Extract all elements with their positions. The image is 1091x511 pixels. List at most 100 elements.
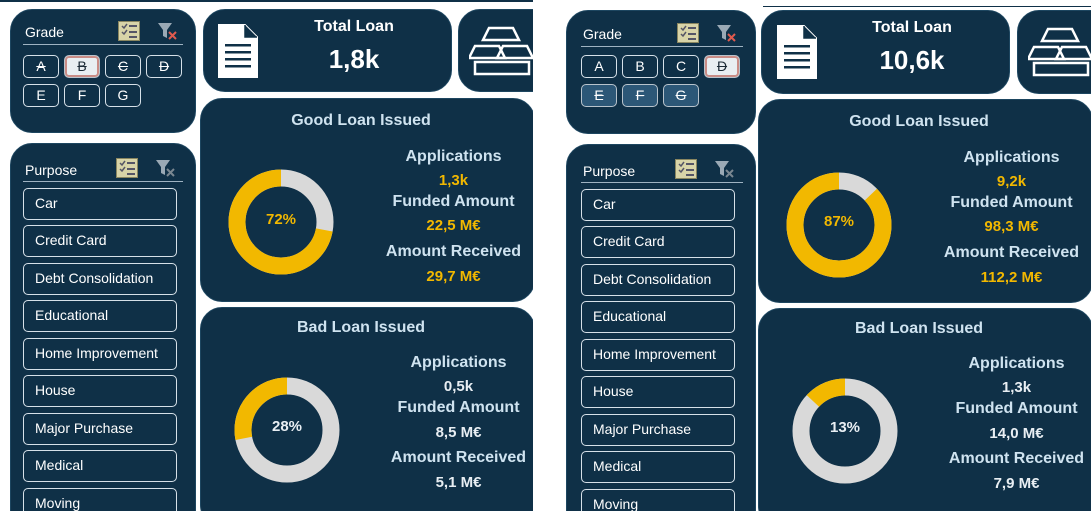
- gold-card: [1017, 10, 1091, 94]
- amount-received-value: 29,7 M€: [426, 268, 481, 285]
- donut-value-arc: [228, 169, 334, 275]
- multi-select-icon[interactable]: [116, 158, 138, 178]
- purpose-slicer: Purpose Car Credit Card Debt Consolidati…: [566, 144, 756, 511]
- grade-slicer: Grade A B C D E F G: [10, 9, 196, 133]
- purpose-medical[interactable]: Medical: [23, 450, 177, 482]
- applications-label: Applications: [410, 354, 507, 371]
- amount-received-label: Amount Received: [385, 243, 522, 260]
- purpose-house[interactable]: House: [23, 375, 177, 407]
- purpose-home-improvement[interactable]: Home Improvement: [23, 338, 177, 370]
- good-loan-title: Good Loan Issued: [291, 112, 431, 129]
- gold-bars-icon: [1025, 25, 1091, 86]
- bad-loan-percent: 13%: [829, 419, 861, 436]
- grade-B[interactable]: B: [64, 55, 100, 78]
- bad-loan-title: Bad Loan Issued: [296, 319, 426, 336]
- grade-G[interactable]: G: [663, 84, 699, 107]
- slicer-divider: [581, 46, 743, 47]
- purpose-major-purchase[interactable]: Major Purchase: [581, 414, 735, 446]
- grade-D[interactable]: D: [146, 55, 182, 78]
- good-loan-percent: 87%: [823, 213, 855, 230]
- good-loan-card: Good Loan Issued 87% Applications 9,2k F…: [758, 99, 1091, 303]
- applications-label: Applications: [405, 148, 502, 165]
- applications-label: Applications: [968, 355, 1065, 372]
- purpose-debt-consolidation[interactable]: Debt Consolidation: [23, 263, 177, 295]
- purpose-major-purchase[interactable]: Major Purchase: [23, 413, 177, 445]
- dashboard-left: Grade A B C D E F G Purpose Car Credit C…: [0, 0, 533, 511]
- purpose-slicer-title: Purpose: [583, 163, 636, 179]
- applications-value: 0,5k: [443, 378, 474, 395]
- clear-filter-icon[interactable]: [713, 159, 735, 179]
- good-loan-donut: [786, 172, 892, 278]
- purpose-slicer: Purpose Car Credit Card Debt Consolidati…: [10, 143, 196, 511]
- applications-value: 9,2k: [996, 173, 1027, 190]
- grade-slicer-title: Grade: [25, 24, 64, 40]
- donut-value-arc: [792, 378, 898, 484]
- purpose-car[interactable]: Car: [581, 189, 735, 221]
- bad-loan-card: Bad Loan Issued 28% Applications 0,5k Fu…: [200, 307, 533, 511]
- dashboard-right: Grade A B C D E F G Purpose Car Credit C…: [558, 0, 1091, 511]
- amount-received-value: 112,2 M€: [980, 269, 1043, 286]
- amount-received-label: Amount Received: [390, 449, 527, 466]
- amount-received-value: 5,1 M€: [435, 474, 482, 491]
- clear-filter-icon[interactable]: [154, 158, 176, 178]
- grade-E[interactable]: E: [23, 84, 59, 107]
- grade-F[interactable]: F: [64, 84, 100, 107]
- bad-loan-donut: [792, 378, 898, 484]
- good-loan-donut: [228, 169, 334, 275]
- purpose-moving[interactable]: Moving: [23, 488, 177, 511]
- multi-select-icon[interactable]: [675, 159, 697, 179]
- grade-A[interactable]: A: [581, 55, 617, 78]
- grade-A[interactable]: A: [23, 55, 59, 78]
- purpose-debt-consolidation[interactable]: Debt Consolidation: [581, 264, 735, 296]
- applications-label: Applications: [963, 149, 1060, 166]
- multi-select-icon[interactable]: [118, 21, 140, 41]
- purpose-moving[interactable]: Moving: [581, 489, 735, 511]
- bad-loan-percent: 28%: [271, 418, 303, 435]
- slicer-divider: [581, 182, 743, 183]
- funded-amount-value: 98,3 M€: [984, 218, 1039, 235]
- donut-value-arc: [234, 377, 340, 483]
- good-loan-title: Good Loan Issued: [849, 113, 989, 130]
- total-loan-value: 1,8k: [328, 44, 380, 74]
- purpose-home-improvement[interactable]: Home Improvement: [581, 339, 735, 371]
- document-icon: [216, 22, 260, 85]
- donut-value-arc: [786, 172, 892, 278]
- bad-loan-title: Bad Loan Issued: [854, 320, 984, 337]
- applications-value: 1,3k: [438, 172, 469, 189]
- applications-value: 1,3k: [1001, 379, 1032, 396]
- slicer-divider: [23, 181, 183, 182]
- amount-received-value: 7,9 M€: [993, 475, 1040, 492]
- grade-slicer: Grade A B C D E F G: [566, 10, 756, 134]
- grade-C[interactable]: C: [105, 55, 141, 78]
- funded-amount-label: Funded Amount: [955, 400, 1078, 417]
- purpose-credit-card[interactable]: Credit Card: [23, 225, 177, 257]
- multi-select-icon[interactable]: [677, 23, 699, 43]
- grade-B[interactable]: B: [622, 55, 658, 78]
- gold-card: [458, 9, 533, 92]
- purpose-house[interactable]: House: [581, 376, 735, 408]
- total-loan-label: Total Loan: [872, 19, 952, 36]
- total-loan-label: Total Loan: [314, 18, 394, 35]
- grade-F[interactable]: F: [622, 84, 658, 107]
- clear-filter-icon[interactable]: [156, 21, 178, 41]
- bad-loan-card: Bad Loan Issued 13% Applications 1,3k Fu…: [758, 308, 1091, 511]
- grade-D[interactable]: D: [704, 55, 740, 78]
- funded-amount-label: Funded Amount: [392, 193, 515, 210]
- amount-received-label: Amount Received: [948, 450, 1085, 467]
- document-icon: [775, 23, 819, 86]
- grade-slicer-title: Grade: [583, 26, 622, 42]
- purpose-credit-card[interactable]: Credit Card: [581, 226, 735, 258]
- grade-E[interactable]: E: [581, 84, 617, 107]
- purpose-car[interactable]: Car: [23, 188, 177, 220]
- purpose-slicer-title: Purpose: [25, 162, 78, 178]
- grade-G[interactable]: G: [105, 84, 141, 107]
- grade-C[interactable]: C: [663, 55, 699, 78]
- clear-filter-icon[interactable]: [715, 23, 737, 43]
- purpose-educational[interactable]: Educational: [581, 301, 735, 333]
- purpose-medical[interactable]: Medical: [581, 451, 735, 483]
- funded-amount-value: 8,5 M€: [435, 424, 482, 441]
- purpose-educational[interactable]: Educational: [23, 300, 177, 332]
- funded-amount-label: Funded Amount: [397, 399, 520, 416]
- amount-received-label: Amount Received: [943, 244, 1080, 261]
- top-border: [0, 0, 533, 2]
